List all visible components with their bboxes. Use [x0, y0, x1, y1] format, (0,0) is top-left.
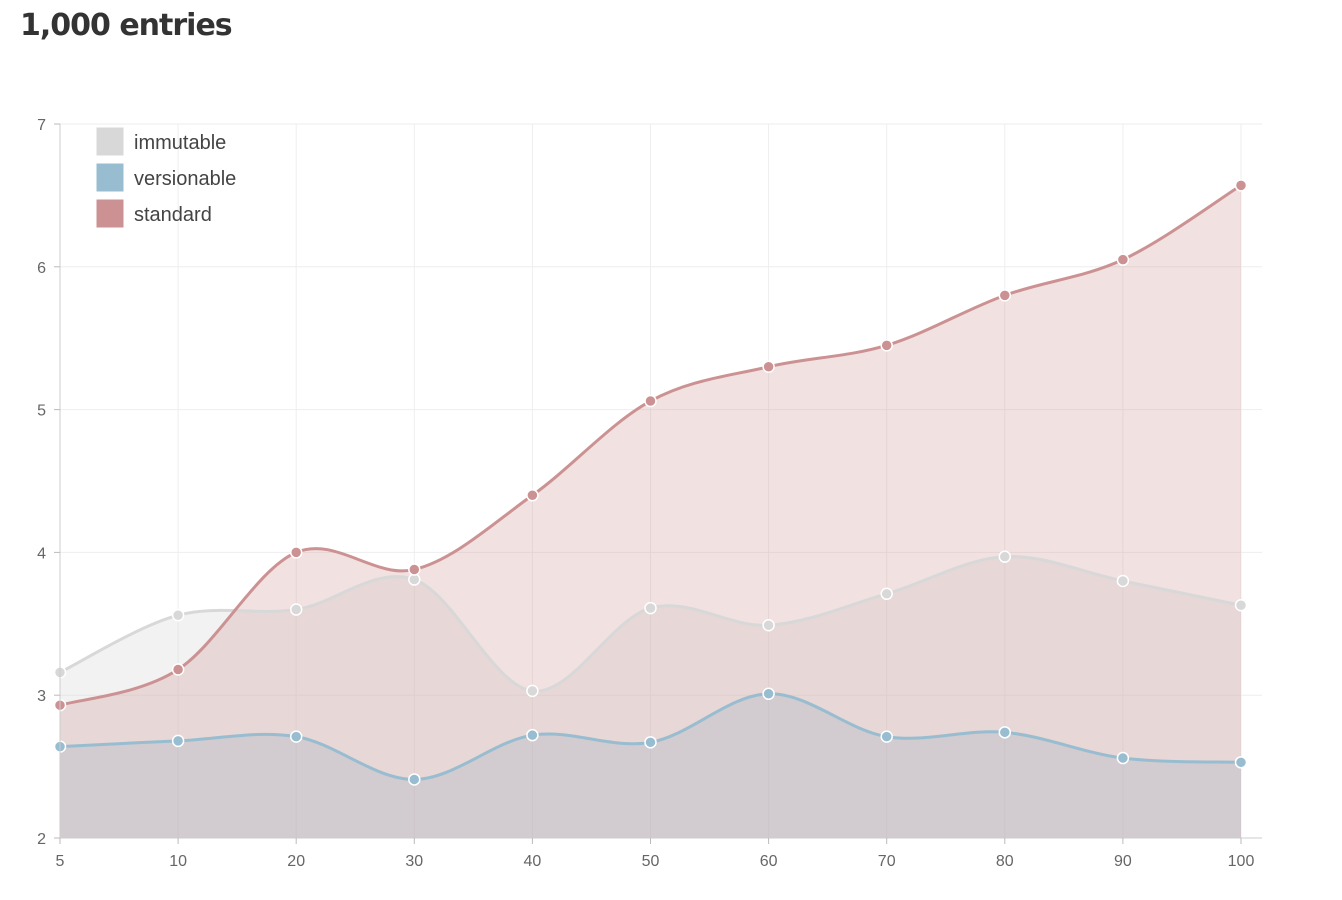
- series-points: [53, 179, 1248, 786]
- x-tick-label: 50: [642, 853, 660, 870]
- x-tick-label: 90: [1114, 853, 1132, 870]
- x-tick-label: 80: [996, 853, 1014, 870]
- data-point-standard[interactable]: [289, 546, 303, 559]
- y-tick-label: 3: [37, 688, 46, 705]
- legend-label-versionable[interactable]: versionable: [134, 168, 236, 190]
- x-tick-label: 30: [405, 853, 423, 870]
- x-tick-label: 5: [56, 853, 65, 870]
- data-point-versionable[interactable]: [1116, 751, 1130, 765]
- data-point-versionable[interactable]: [171, 734, 185, 748]
- data-point-immutable[interactable]: [644, 601, 657, 615]
- series-area-immutable: [60, 556, 1241, 838]
- data-point-standard[interactable]: [526, 489, 539, 502]
- data-point-immutable[interactable]: [171, 608, 185, 622]
- legend-swatch-standard[interactable]: [95, 198, 125, 229]
- legend-swatch-versionable[interactable]: [95, 162, 125, 193]
- data-point-standard[interactable]: [1234, 179, 1248, 192]
- data-point-versionable[interactable]: [408, 773, 421, 786]
- series-areas: [60, 185, 1241, 839]
- data-point-immutable[interactable]: [526, 684, 539, 698]
- data-point-immutable[interactable]: [998, 550, 1012, 563]
- y-tick-label: 7: [37, 117, 46, 134]
- x-tick-label: 20: [287, 853, 305, 870]
- data-point-versionable[interactable]: [998, 726, 1012, 739]
- data-point-versionable[interactable]: [880, 730, 893, 743]
- grid: [59, 123, 1262, 838]
- x-tick-label: 60: [760, 853, 778, 870]
- data-point-standard[interactable]: [880, 339, 893, 352]
- x-tick-label: 100: [1228, 853, 1255, 870]
- series-line-standard: [59, 184, 1242, 707]
- x-tick-label: 10: [169, 853, 187, 870]
- legend-label-standard[interactable]: standard: [134, 204, 212, 226]
- legend-label-immutable[interactable]: immutable: [134, 132, 226, 154]
- x-tick-label: 70: [878, 853, 896, 870]
- data-point-versionable[interactable]: [289, 730, 303, 743]
- data-point-versionable[interactable]: [526, 728, 539, 742]
- y-tick-label: 2: [37, 831, 46, 848]
- data-point-standard[interactable]: [408, 563, 421, 576]
- series-area-versionable: [60, 693, 1241, 838]
- y-tick-label: 5: [37, 403, 46, 420]
- data-point-standard[interactable]: [1116, 253, 1130, 266]
- data-point-versionable[interactable]: [1234, 756, 1248, 769]
- data-point-immutable[interactable]: [1234, 598, 1248, 612]
- data-point-standard[interactable]: [644, 394, 657, 408]
- data-point-immutable[interactable]: [1116, 574, 1130, 588]
- axes: 2 3 4 5 6 7 5 10 20 30 40 50 60 70 80 90 100: [37, 117, 1262, 870]
- data-point-versionable[interactable]: [644, 736, 657, 749]
- data-point-immutable[interactable]: [289, 603, 303, 616]
- data-point-versionable[interactable]: [762, 687, 775, 701]
- y-tick-label: 4: [37, 545, 46, 562]
- data-point-immutable[interactable]: [762, 618, 775, 632]
- data-point-immutable[interactable]: [880, 587, 893, 601]
- data-point-standard[interactable]: [998, 289, 1012, 302]
- data-point-standard[interactable]: [762, 360, 775, 374]
- page-title: 1,000 entries: [20, 8, 233, 43]
- series-area-standard: [60, 185, 1241, 839]
- data-point-standard[interactable]: [171, 663, 185, 676]
- y-tick-label: 6: [37, 260, 46, 277]
- x-tick-label: 40: [524, 853, 542, 870]
- series-line-immutable: [59, 555, 1242, 693]
- legend: immutable versionable standard: [95, 126, 236, 229]
- legend-swatch-immutable[interactable]: [95, 126, 125, 157]
